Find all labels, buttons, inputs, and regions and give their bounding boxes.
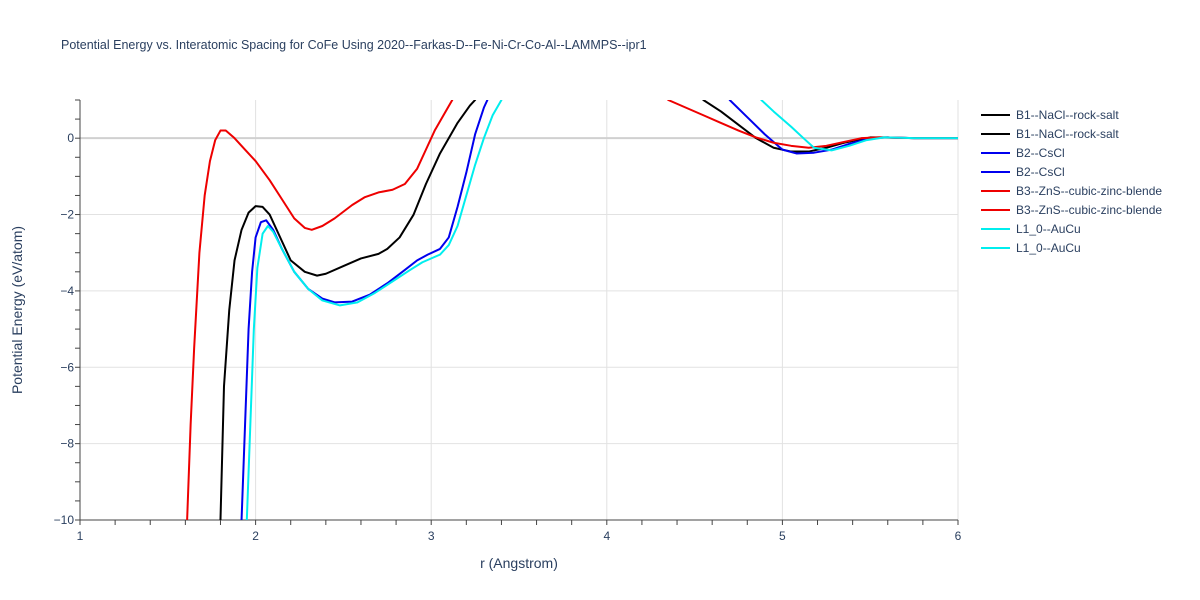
legend-item[interactable]: B2--CsCl (981, 165, 1065, 179)
x-tick-label: 2 (252, 529, 259, 543)
legend-item[interactable]: L1_0--AuCu (981, 222, 1081, 236)
axis-layer: 1 2 3 4 5 6 −10 −8 −6 −4 −2 0 (54, 99, 962, 543)
y-tick-label: −10 (54, 513, 75, 527)
chart-title: Potential Energy vs. Interatomic Spacing… (61, 38, 647, 52)
series-line-4 (186, 100, 454, 520)
legend-label: L1_0--AuCu (1016, 241, 1081, 255)
legend[interactable]: B1--NaCl--rock-salt B1--NaCl--rock-salt B2… (981, 108, 1162, 255)
y-tick-label: 0 (67, 131, 74, 145)
legend-label: B1--NaCl--rock-salt (1016, 127, 1119, 141)
x-tick-label: 5 (779, 529, 786, 543)
grid-layer (80, 100, 959, 521)
x-axis-title: r (Angstrom) (480, 555, 558, 571)
legend-label: L1_0--AuCu (1016, 222, 1081, 236)
series-line-7 (760, 100, 958, 152)
series-line-3 (728, 100, 958, 155)
legend-item[interactable]: B3--ZnS--cubic-zinc-blende (981, 184, 1162, 198)
series-line-6 (245, 100, 503, 520)
series-line-1 (702, 100, 958, 153)
legend-item[interactable]: B3--ZnS--cubic-zinc-blende (981, 203, 1162, 217)
legend-label: B3--ZnS--cubic-zinc-blende (1016, 203, 1162, 217)
series-line-5 (667, 100, 958, 149)
x-tick-label: 3 (428, 529, 435, 543)
legend-item[interactable]: L1_0--AuCu (981, 241, 1081, 255)
data-layer (186, 100, 958, 520)
y-tick-label: −8 (60, 437, 74, 451)
y-axis-title: Potential Energy (eV/atom) (9, 226, 25, 394)
legend-label: B2--CsCl (1016, 165, 1065, 179)
series-line-2 (240, 100, 489, 520)
x-tick-label: 1 (77, 529, 84, 543)
y-tick-label: −6 (60, 360, 74, 374)
legend-label: B3--ZnS--cubic-zinc-blende (1016, 184, 1162, 198)
legend-label: B1--NaCl--rock-salt (1016, 108, 1119, 122)
legend-item[interactable]: B1--NaCl--rock-salt (981, 108, 1119, 122)
y-tick-label: −4 (60, 284, 74, 298)
x-tick-label: 4 (603, 529, 610, 543)
x-tick-label: 6 (955, 529, 962, 543)
series-line-0 (219, 100, 477, 520)
y-tick-label: −2 (60, 208, 74, 222)
legend-item[interactable]: B2--CsCl (981, 146, 1065, 160)
legend-item[interactable]: B1--NaCl--rock-salt (981, 127, 1119, 141)
legend-label: B2--CsCl (1016, 146, 1065, 160)
